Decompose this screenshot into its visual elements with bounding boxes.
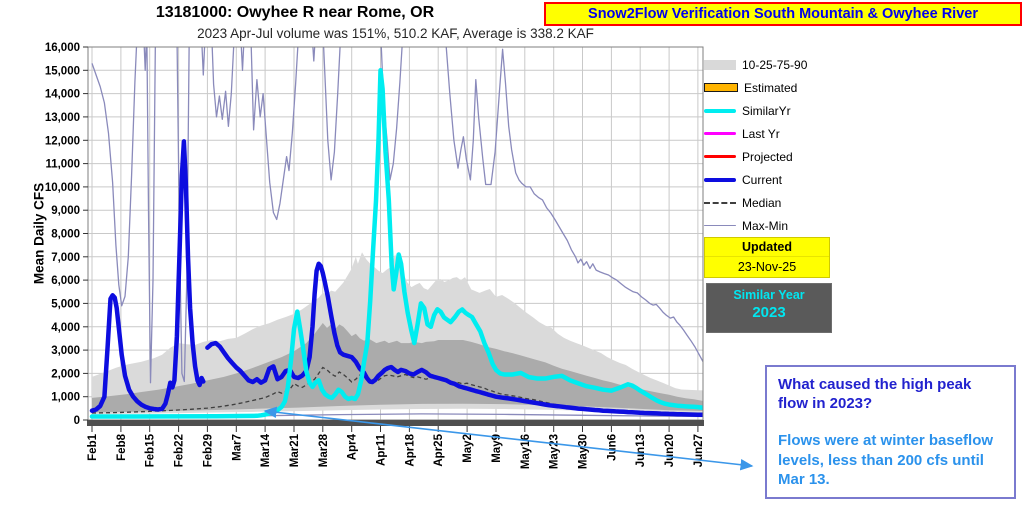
x-tick-label: Apr4 bbox=[347, 433, 359, 460]
x-tick-label: Mar7 bbox=[231, 434, 243, 461]
percentile-band-25-75 bbox=[92, 323, 703, 413]
y-tick-label: 0 bbox=[74, 415, 80, 427]
legend-item: Estimated bbox=[704, 76, 834, 99]
y-tick-label: 4,000 bbox=[51, 322, 80, 334]
max-line bbox=[91, 47, 703, 384]
y-tick-label: 3,000 bbox=[51, 345, 80, 357]
legend-swatch-projected bbox=[704, 154, 736, 159]
legend-label: Current bbox=[742, 172, 783, 187]
legend-label: Median bbox=[742, 195, 782, 210]
legend-swatch-10-25-75-90 bbox=[704, 59, 736, 70]
y-axis-title: Mean Daily CFS bbox=[31, 182, 47, 285]
x-tick-label: Feb1 bbox=[87, 433, 99, 460]
legend-item: Current bbox=[704, 168, 834, 191]
x-tick-label: Feb29 bbox=[202, 434, 214, 467]
annotation-arrow bbox=[263, 406, 754, 471]
legend-label: SimilarYr bbox=[742, 103, 791, 118]
x-tick-label: Mar14 bbox=[260, 433, 272, 467]
x-tick-label: Jun13 bbox=[635, 434, 647, 467]
legend-label: Projected bbox=[742, 149, 793, 164]
note-box: What caused the high peak flow in 2023? … bbox=[765, 365, 1016, 499]
x-tick-label: May30 bbox=[578, 434, 590, 469]
updated-date: 23-Nov-25 bbox=[705, 257, 829, 277]
legend-swatch-max-min bbox=[704, 224, 736, 227]
y-tick-label: 5,000 bbox=[51, 298, 80, 310]
legend-item: 10-25-75-90 bbox=[704, 53, 834, 76]
y-tick-label: 14,000 bbox=[45, 89, 80, 101]
updated-label: Updated bbox=[705, 238, 829, 257]
x-tick-label: May23 bbox=[549, 434, 561, 469]
x-tick-label: Feb15 bbox=[145, 433, 157, 467]
legend-label: Estimated bbox=[744, 80, 798, 95]
x-tick-label: Apr11 bbox=[376, 433, 388, 466]
similar-year-box: Similar Year 2023 bbox=[706, 283, 832, 333]
y-tick-labels: 0 1,000 2,000 3,000 4,000 5,000 6,000 7,000 8,00… bbox=[45, 42, 80, 427]
legend-item: Median bbox=[704, 191, 834, 214]
x-tick-label: Feb22 bbox=[174, 434, 186, 467]
page-title: 13181000: Owyhee R near Rome, OR bbox=[155, 4, 435, 21]
x-tick-label: Mar21 bbox=[289, 433, 301, 467]
x-tick-label: Jun6 bbox=[606, 434, 618, 461]
y-tick-label: 9,000 bbox=[51, 205, 80, 217]
chart-subtitle: 2023 Apr-Jul volume was 151%, 510.2 KAF,… bbox=[197, 26, 594, 41]
x-tick-label: Apr18 bbox=[404, 433, 416, 466]
y-tick-label: 16,000 bbox=[45, 42, 80, 54]
y-tick-label: 13,000 bbox=[45, 112, 80, 124]
verification-banner: Snow2Flow Verification South Mountain & … bbox=[544, 2, 1022, 26]
y-tick-label: 2,000 bbox=[51, 368, 80, 380]
similaryr-line bbox=[89, 68, 703, 419]
current-line bbox=[89, 139, 206, 413]
legend-label: Max-Min bbox=[742, 218, 789, 233]
chart-legend: 10-25-75-90 Estimated SimilarYr Last Yr Proj… bbox=[704, 53, 834, 237]
x-tick-label: Mar28 bbox=[318, 433, 330, 467]
legend-label: Last Yr bbox=[742, 126, 780, 141]
legend-swatch-median bbox=[704, 201, 736, 204]
note-answer: Flows were at winter baseflow levels, le… bbox=[778, 432, 994, 488]
legend-swatch-estimated bbox=[704, 83, 738, 92]
x-tick-labels: Feb1 Feb8 Feb15 Feb22 Feb29 Mar7 Mar14 Mar21 Mar… bbox=[87, 433, 705, 469]
x-tick-label: Feb8 bbox=[116, 433, 128, 460]
note-question: What caused the high peak flow in 2023? bbox=[778, 376, 972, 413]
legend-swatch-current bbox=[704, 177, 736, 182]
legend-item: Last Yr bbox=[704, 122, 834, 145]
y-tick-label: 11,000 bbox=[45, 159, 80, 171]
x-tick-label: May2 bbox=[462, 434, 474, 463]
y-tick-label: 8,000 bbox=[51, 229, 80, 241]
x-tick-label: Jun27 bbox=[693, 434, 705, 467]
legend-label: 10-25-75-90 bbox=[742, 57, 808, 72]
legend-swatch-similaryr bbox=[704, 108, 736, 113]
y-tick-label: 7,000 bbox=[51, 252, 80, 264]
similar-year-value: 2023 bbox=[752, 304, 786, 321]
y-tick-label: 6,000 bbox=[51, 275, 80, 287]
y-tick-label: 1,000 bbox=[51, 392, 80, 404]
y-tick-label: 10,000 bbox=[45, 182, 80, 194]
updated-box: Updated 23-Nov-25 bbox=[704, 237, 830, 278]
x-tick-label: Jun20 bbox=[664, 434, 676, 467]
legend-swatch-last-yr bbox=[704, 132, 736, 135]
y-tick-label: 12,000 bbox=[45, 135, 80, 147]
y-tick-label: 15,000 bbox=[45, 65, 80, 77]
similar-year-label: Similar Year bbox=[733, 288, 805, 302]
x-tick-label: Apr25 bbox=[433, 433, 445, 466]
legend-item: Max-Min bbox=[704, 214, 834, 237]
legend-item: Projected bbox=[704, 145, 834, 168]
legend-item: SimilarYr bbox=[704, 99, 834, 122]
